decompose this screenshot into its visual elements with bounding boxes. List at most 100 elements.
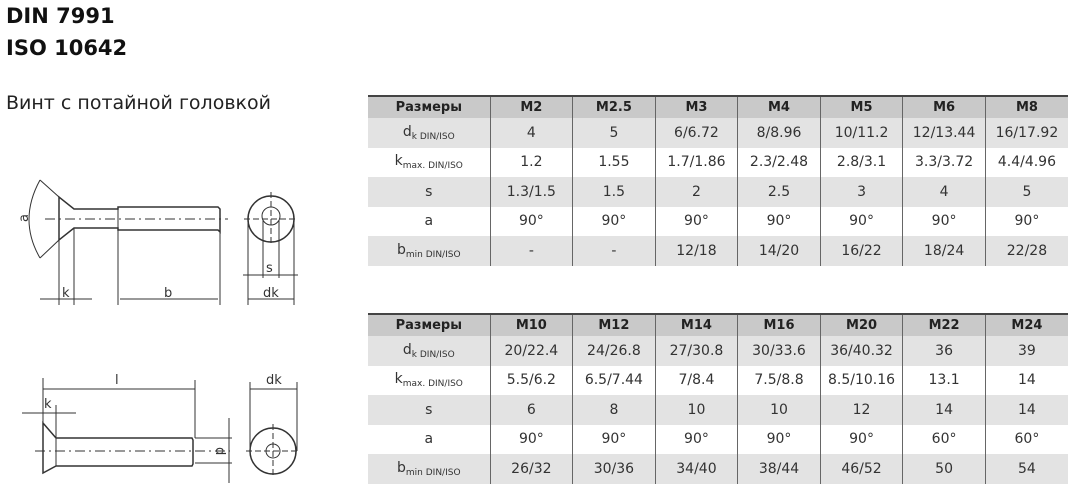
table-cell: 50	[902, 454, 986, 484]
table-row: dk DIN/ISO 4 5 6/6.72 8/8.96 10/11.2 12/13.44 1…	[368, 118, 1068, 148]
table-cell: 4	[902, 177, 986, 207]
table-cell: 8	[572, 395, 656, 425]
table-cell: 90°	[819, 206, 903, 236]
label-a: a	[17, 214, 32, 222]
size-header: M2.5	[572, 96, 656, 118]
table-cell: 2.5	[737, 177, 821, 207]
table-cell: 90°	[737, 424, 821, 454]
table-cell: 90°	[737, 206, 821, 236]
standard-iso: ISO 10642	[6, 36, 128, 60]
side-view-top: a k b	[17, 179, 228, 305]
table-header-row: Размеры M10 M12 M14 M16 M20 M22 M24	[368, 314, 1068, 336]
label-dk-top: dk	[263, 286, 279, 301]
table-cell: 13.1	[902, 365, 986, 395]
table-cell: 22/28	[984, 236, 1068, 266]
table-cell: 12	[819, 395, 903, 425]
product-name: Винт с потайной головкой	[6, 92, 271, 114]
table-cell: 90°	[489, 206, 573, 236]
row-label: dk DIN/ISO	[368, 336, 490, 366]
size-header: M14	[654, 314, 738, 336]
table-cell: 27/30.8	[654, 336, 738, 366]
table-row: dk DIN/ISO 20/22.4 24/26.8 27/30.8 30/33.6 36…	[368, 336, 1068, 366]
table-cell: 30/33.6	[737, 336, 821, 366]
table-cell: 8.5/10.16	[819, 365, 903, 395]
table-cell: 39	[984, 336, 1068, 366]
head-view-top: s dk	[243, 192, 298, 305]
table-cell: 10	[654, 395, 738, 425]
table-cell: 90°	[489, 424, 573, 454]
size-header: M24	[984, 314, 1068, 336]
table-row: bmin DIN/ISO 26/32 30/36 34/40 38/44 46/52 50 5…	[368, 454, 1068, 484]
table-cell: 26/32	[489, 454, 573, 484]
table-cell: 12/13.44	[902, 118, 986, 148]
row-label-main: k	[394, 153, 403, 170]
spec-table-small-sizes: Размеры M2 M2.5 M3 M4 M5 M6 M8 dk DIN/ISO 4 5 6/6.7…	[368, 95, 1068, 266]
row-label: kmax. DIN/ISO	[368, 366, 490, 396]
table-cell: 16/17.92	[984, 118, 1068, 148]
row-label: kmax. DIN/ISO	[368, 148, 490, 178]
table-cell: 90°	[572, 206, 656, 236]
table-cell: 34/40	[654, 454, 738, 484]
row-label-main: k	[394, 371, 403, 388]
head-view-bottom: dk	[246, 373, 300, 478]
table-row: a 90° 90° 90° 90° 90° 90° 90°	[368, 206, 1068, 237]
size-header: M6	[902, 96, 986, 118]
table-cell: 18/24	[902, 236, 986, 266]
table-cell: 14	[984, 365, 1068, 395]
table-cell: -	[489, 236, 573, 266]
table-cell: 4.4/4.96	[984, 147, 1068, 177]
row-label: dk DIN/ISO	[368, 118, 490, 148]
label-d: d	[212, 447, 227, 455]
table-cell: 1.7/1.86	[654, 147, 738, 177]
table-cell: 3.3/3.72	[902, 147, 986, 177]
table-cell: 14	[902, 395, 986, 425]
table-cell: 7/8.4	[654, 365, 738, 395]
table-cell: 38/44	[737, 454, 821, 484]
row-label-sub: k DIN/ISO	[411, 131, 455, 142]
size-header: M3	[654, 96, 738, 118]
row-label: a	[368, 207, 490, 237]
table-cell: 8/8.96	[737, 118, 821, 148]
table-row: kmax. DIN/ISO 1.2 1.55 1.7/1.86 2.3/2.48 2.8/…	[368, 147, 1068, 178]
row-label: s	[368, 395, 490, 425]
table-row: kmax. DIN/ISO 5.5/6.2 6.5/7.44 7/8.4 7.5/8.8…	[368, 365, 1068, 396]
label-l: l	[115, 373, 119, 388]
header-label: Размеры	[395, 318, 462, 333]
label-s: s	[266, 261, 273, 276]
table-cell: 6/6.72	[654, 118, 738, 148]
table-row: a 90° 90° 90° 90° 90° 60° 60°	[368, 424, 1068, 454]
table-cell: 3	[819, 177, 903, 207]
standard-din: DIN 7991	[6, 4, 115, 28]
table-cell: 14/20	[737, 236, 821, 266]
label-k: k	[62, 286, 70, 301]
table-row: s 1.3/1.5 1.5 2 2.5 3 4 5	[368, 177, 1068, 207]
row-label: bmin DIN/ISO	[368, 454, 490, 484]
size-header: M12	[572, 314, 656, 336]
row-label-main: a	[424, 213, 434, 230]
size-header: M16	[737, 314, 821, 336]
table-cell: 2.8/3.1	[819, 147, 903, 177]
table-cell: 90°	[984, 206, 1068, 236]
row-label-sub: min DIN/ISO	[405, 467, 461, 478]
table-cell: 10	[737, 395, 821, 425]
table-cell: 24/26.8	[572, 336, 656, 366]
spec-table-large-sizes: Размеры M10 M12 M14 M16 M20 M22 M24 dk DIN/ISO 20…	[368, 313, 1068, 484]
table-cell: 60°	[984, 424, 1068, 454]
table-cell: 14	[984, 395, 1068, 425]
label-dk-bottom: dk	[266, 373, 282, 388]
table-cell: 90°	[572, 424, 656, 454]
table-cell: 6	[489, 395, 573, 425]
table-cell: 5	[572, 118, 656, 148]
size-header: M5	[819, 96, 903, 118]
table-cell: 90°	[902, 206, 986, 236]
row-label-main: s	[425, 401, 433, 418]
table-cell: 46/52	[819, 454, 903, 484]
size-header: M2	[489, 96, 573, 118]
table-cell: 2.3/2.48	[737, 147, 821, 177]
table-cell: 5.5/6.2	[489, 365, 573, 395]
table-cell: 60°	[902, 424, 986, 454]
table-cell: 4	[489, 118, 573, 148]
row-label-main: b	[397, 459, 406, 476]
table-header-row: Размеры M2 M2.5 M3 M4 M5 M6 M8	[368, 96, 1068, 118]
table-cell: 1.3/1.5	[489, 177, 573, 207]
